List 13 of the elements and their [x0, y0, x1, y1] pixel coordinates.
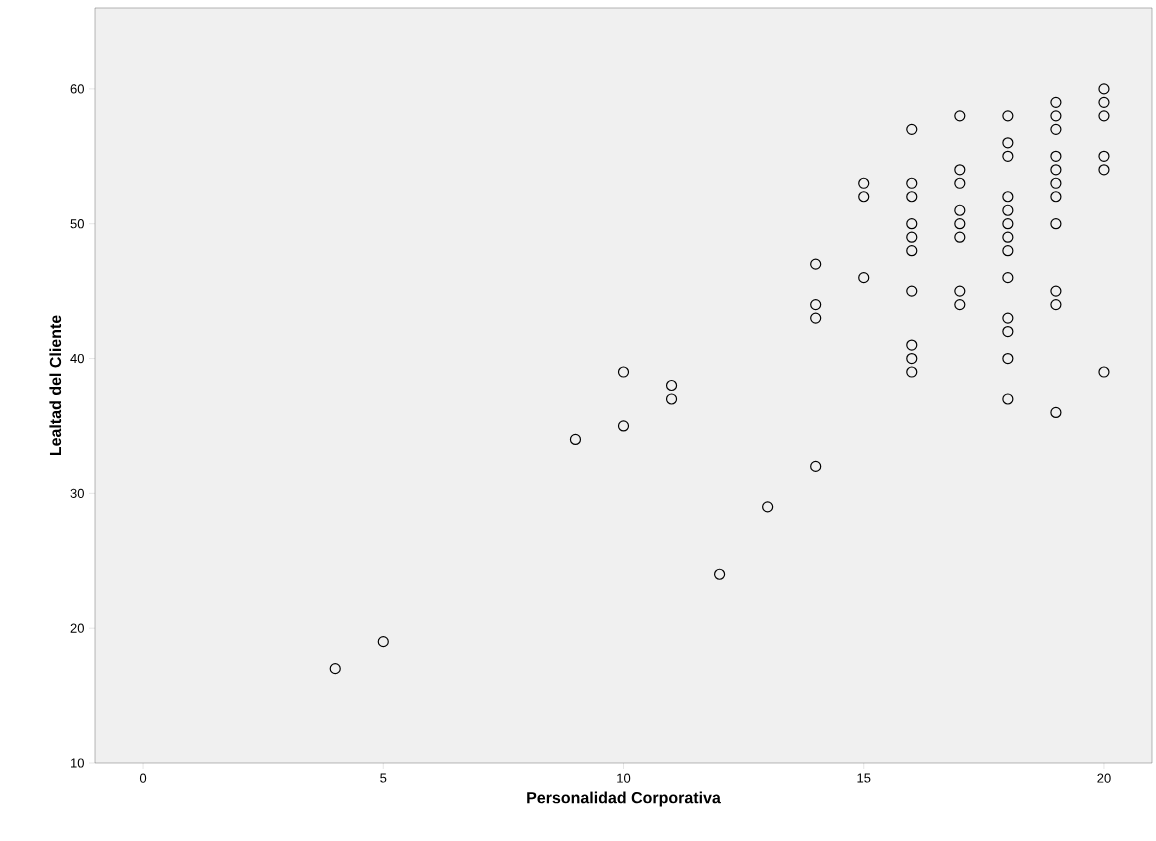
- x-tick-label: 10: [617, 773, 631, 783]
- x-axis-title: Personalidad Corporativa: [527, 791, 721, 807]
- x-tick-label: 20: [1097, 773, 1111, 783]
- y-tick-label: 10: [71, 758, 84, 768]
- y-tick-label: 50: [70, 219, 84, 229]
- y-tick-label: 40: [70, 353, 84, 364]
- x-tick-label: 15: [857, 773, 871, 783]
- y-tick-label: 20: [70, 623, 84, 633]
- x-tick-label: 5: [380, 773, 387, 783]
- y-axis-title: Lealtad del Cliente: [49, 315, 62, 456]
- y-tick-label: 30: [70, 488, 84, 498]
- y-tick-label: 60: [70, 84, 84, 94]
- x-tick-label: 0: [139, 773, 147, 783]
